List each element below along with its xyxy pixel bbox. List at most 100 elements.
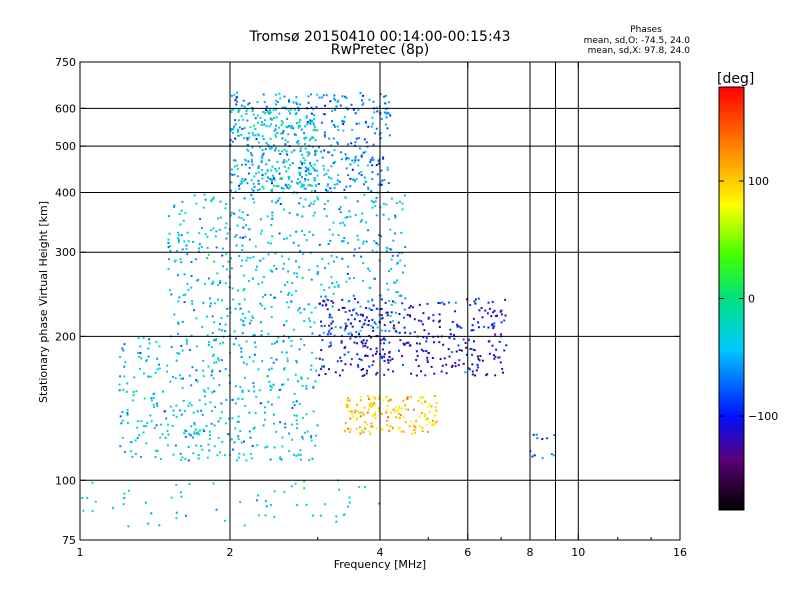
scatter-point [304,170,307,173]
scatter-point [365,141,368,144]
scatter-point [112,506,115,509]
scatter-point [368,403,371,406]
scatter-point [425,337,428,340]
scatter-point [350,333,353,336]
scatter-point [250,457,253,460]
scatter-point [367,430,370,433]
scatter-point [320,295,323,298]
scatter-point [175,249,178,252]
scatter-point [280,150,283,153]
scatter-point [359,399,362,402]
scatter-point [303,233,306,236]
scatter-point [237,128,240,131]
scatter-point [230,94,233,97]
scatter-point [231,287,234,290]
scatter-point [342,221,345,224]
scatter-point [396,291,399,294]
scatter-point [265,105,268,108]
scatter-point [318,243,321,246]
scatter-point [374,397,377,400]
scatter-point [374,404,377,407]
scatter-point [186,340,189,343]
scatter-point [370,402,373,405]
scatter-point [321,358,324,361]
scatter-point [266,215,269,218]
scatter-point [413,428,416,431]
scatter-point [333,285,336,288]
scatter-point [420,370,423,373]
scatter-point [353,318,356,321]
scatter-point [255,499,258,502]
scatter-point [232,298,235,301]
scatter-point [375,106,378,109]
scatter-point [180,234,183,237]
scatter-point [198,232,201,235]
scatter-point [269,269,272,272]
scatter-point [281,445,284,448]
scatter-point [357,159,360,162]
scatter-point [255,265,258,268]
scatter-point [316,174,319,177]
scatter-point [251,110,254,113]
scatter-point [306,120,309,123]
scatter-point [322,164,325,167]
scatter-point [360,255,363,258]
scatter-point [241,312,244,315]
scatter-point [333,94,336,97]
scatter-point [298,402,301,405]
scatter-point [357,366,360,369]
scatter-point [284,106,287,109]
scatter-point [217,284,220,287]
scatter-point [133,376,136,379]
scatter-point [312,514,315,517]
scatter-point [328,137,331,140]
scatter-point [334,108,337,111]
scatter-point [233,165,236,168]
scatter-point [304,187,307,190]
scatter-point [212,280,215,283]
scatter-point [371,206,374,209]
scatter-point [213,361,216,364]
scatter-point [328,176,331,179]
scatter-point [402,342,405,345]
scatter-point [248,356,251,359]
scatter-point [298,348,301,351]
scatter-point [210,198,213,201]
scatter-point [238,420,241,423]
scatter-point [383,355,386,358]
scatter-point [312,129,315,132]
scatter-point [369,404,372,407]
scatter-point [126,409,129,412]
scatter-point [274,252,277,255]
scatter-point [196,410,199,413]
scatter-point [304,159,307,162]
scatter-point [152,396,155,399]
scatter-point [339,104,342,107]
scatter-point [353,307,356,310]
scatter-point [236,164,239,167]
scatter-point [313,126,316,129]
scatter-point [469,304,472,307]
scatter-point [212,353,215,356]
scatter-point [396,254,399,257]
scatter-point [170,345,173,348]
y-tick-label: 300 [55,246,76,259]
scatter-point [341,369,344,372]
scatter-point [124,361,127,364]
scatter-point [288,98,291,101]
scatter-point [378,397,381,400]
scatter-point [252,197,255,200]
scatter-point [310,164,313,167]
scatter-point [236,91,239,94]
scatter-point [262,275,265,278]
scatter-point [452,334,455,337]
scatter-point [408,306,411,309]
scatter-point [341,306,344,309]
scatter-point [189,434,192,437]
scatter-point [216,357,219,360]
scatter-point [354,141,357,144]
scatter-point [208,449,211,452]
scatter-point [397,321,400,324]
scatter-point [210,370,213,373]
scatter-point [301,437,304,440]
